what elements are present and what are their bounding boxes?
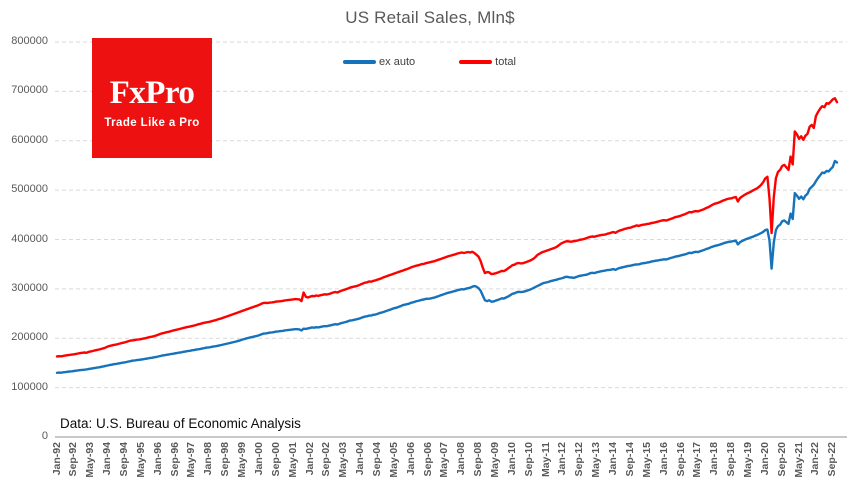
- x-tick-label: Jan-02: [303, 442, 316, 476]
- y-tick-label: 400000: [11, 233, 48, 245]
- x-tick-label: May-03: [337, 442, 350, 478]
- x-tick-label: Sep-14: [623, 442, 636, 477]
- chart-legend: ex auto total: [0, 56, 859, 68]
- x-tick-label: Jan-98: [202, 442, 215, 476]
- x-tick-label: Jan-94: [101, 442, 114, 476]
- x-tick-label: May-11: [539, 442, 552, 478]
- x-tick-label: May-05: [387, 442, 400, 478]
- y-tick-label: 500000: [11, 183, 48, 195]
- x-tick-label: May-17: [691, 442, 704, 478]
- x-tick-label: May-13: [590, 442, 603, 478]
- series-line-total: [55, 97, 839, 358]
- y-tick-label: 700000: [11, 84, 48, 96]
- y-tick-label: 100000: [11, 381, 48, 393]
- fxpro-tagline: Trade Like a Pro: [104, 117, 200, 129]
- x-tick-label: Sep-02: [320, 442, 333, 477]
- legend-label-ex-auto: ex auto: [379, 56, 416, 68]
- x-tick-label: Sep-20: [775, 442, 788, 477]
- x-tick-label: Sep-12: [573, 442, 586, 477]
- x-tick-label: Sep-16: [674, 442, 687, 477]
- y-tick-label: 200000: [11, 331, 48, 343]
- x-tick-label: May-01: [286, 442, 299, 478]
- x-tick-label: May-99: [236, 442, 248, 478]
- fxpro-wordmark: FxPro: [109, 75, 195, 111]
- x-tick-label: Jan-20: [758, 442, 771, 476]
- x-tick-label: Jan-16: [657, 442, 670, 476]
- x-tick-label: Jan-92: [50, 442, 63, 476]
- legend-line-swatch-total: [459, 60, 493, 64]
- x-tick-label: Jan-18: [708, 442, 721, 476]
- x-tick-label: Sep-10: [522, 442, 535, 477]
- x-tick-label: Jan-08: [455, 442, 468, 476]
- series-line-ex-auto: [55, 159, 839, 374]
- x-tick-label: Jan-96: [151, 442, 164, 476]
- y-tick-label: 600000: [11, 134, 48, 146]
- legend-item-ex-auto: ex auto: [343, 56, 415, 68]
- x-tick-label: Jan-22: [809, 442, 822, 476]
- source-note: Data: U.S. Bureau of Economic Analysis: [60, 416, 301, 431]
- x-tick-label: Sep-98: [219, 442, 232, 477]
- fxpro-logo: FxPro Trade Like a Pro: [92, 38, 212, 158]
- legend-label-total: total: [495, 56, 516, 68]
- legend-line-swatch-ex-auto: [343, 60, 377, 64]
- x-tick-label: Sep-04: [370, 442, 383, 477]
- x-tick-label: Sep-96: [168, 442, 181, 477]
- legend-item-total: total: [459, 56, 516, 68]
- x-tick-label: May-09: [489, 442, 501, 478]
- x-tick-label: Sep-92: [67, 442, 80, 477]
- x-tick-label: May-19: [742, 442, 754, 478]
- x-tick-label: Sep-94: [118, 442, 130, 477]
- x-tick-label: May-93: [84, 442, 97, 478]
- y-tick-label: 300000: [11, 282, 48, 294]
- x-tick-label: Sep-22: [826, 442, 839, 477]
- x-tick-label: Sep-06: [421, 442, 434, 477]
- x-tick-label: May-97: [185, 442, 198, 478]
- x-tick-label: Sep-00: [269, 442, 282, 477]
- y-tick-label: 800000: [11, 35, 48, 47]
- x-tick-label: Jan-14: [607, 442, 619, 476]
- x-tick-label: May-95: [134, 442, 147, 478]
- chart-title: US Retail Sales, Mln$: [345, 8, 515, 27]
- x-tick-label: Sep-18: [725, 442, 738, 477]
- x-tick-label: May-07: [438, 442, 451, 478]
- x-tick-label: May-21: [792, 442, 805, 478]
- x-tick-label: Jan-12: [556, 442, 569, 476]
- x-tick-label: May-15: [640, 442, 653, 478]
- x-tick-label: Jan-04: [354, 442, 367, 476]
- x-tick-label: Jan-00: [252, 442, 265, 476]
- y-tick-label: 0: [41, 430, 48, 442]
- x-tick-label: Jan-10: [505, 442, 518, 476]
- x-tick-label: Jan-06: [404, 442, 417, 476]
- x-tick-label: Sep-08: [472, 442, 485, 477]
